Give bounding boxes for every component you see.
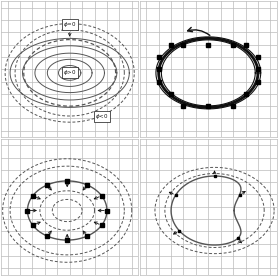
Text: $\phi\!=\!0$: $\phi\!=\!0$ [63,20,76,29]
Text: $\phi\!>\!0$: $\phi\!>\!0$ [63,68,76,77]
Text: $\phi\!<\!0$: $\phi\!<\!0$ [95,112,109,121]
